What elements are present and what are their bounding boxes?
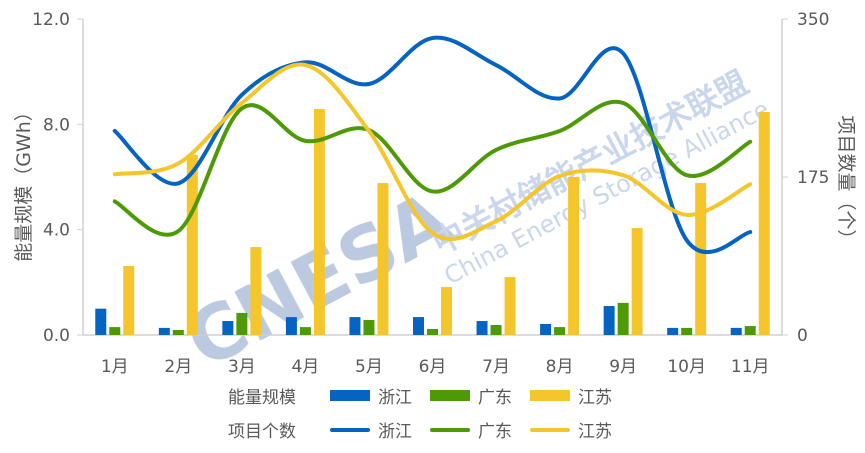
left-tick-label: 4.0 [43, 221, 70, 241]
x-tick-label: 3月 [228, 357, 256, 377]
bar-浙江-3月 [222, 321, 234, 335]
bar-江苏-4月 [313, 109, 325, 335]
legend-bar-label: 广东 [478, 388, 512, 408]
watermark-en: China Energy Storage Alliance [440, 95, 774, 290]
bar-广东-2月 [172, 329, 184, 335]
bar-江苏-2月 [186, 154, 198, 335]
legend-bar-swatch [430, 390, 470, 401]
x-tick-label: 9月 [609, 357, 637, 377]
x-tick-label: 5月 [355, 357, 383, 377]
watermark: CNESA 中关村储能产业技术联盟 China Energy Storage A… [172, 63, 774, 386]
legend-line-label: 浙江 [378, 422, 412, 442]
right-axis-label: 项目数量（个） [835, 115, 857, 248]
right-tick-label: 175 [797, 168, 829, 188]
bar-浙江-10月 [667, 327, 679, 335]
legend-line-label: 江苏 [578, 422, 612, 442]
bar-浙江-8月 [540, 323, 552, 335]
x-tick-label: 1月 [101, 357, 129, 377]
right-tick-label: 0 [797, 326, 808, 346]
bar-江苏-1月 [123, 266, 135, 335]
bar-广东-9月 [617, 302, 629, 335]
legend-line-label: 广东 [478, 422, 512, 442]
line-广东 [112, 99, 753, 237]
legend-bar-group-label: 能量规模 [228, 388, 296, 408]
line-江苏 [112, 62, 753, 241]
bar-浙江-7月 [476, 321, 488, 335]
x-tick-label: 6月 [419, 357, 447, 377]
bar-浙江-11月 [730, 327, 742, 335]
bar-广东-5月 [363, 319, 375, 335]
x-tick-label: 8月 [546, 357, 574, 377]
bar-浙江-6月 [413, 317, 424, 335]
bar-江苏-11月 [758, 111, 770, 335]
bar-江苏-5月 [377, 183, 389, 335]
bar-江苏-3月 [250, 247, 262, 335]
legend-bar-swatch [330, 390, 370, 401]
bar-江苏-6月 [441, 287, 452, 335]
bar-浙江-4月 [285, 317, 297, 335]
legend-bar-swatch [530, 390, 570, 401]
x-tick-label: 7月 [482, 357, 510, 377]
right-tick-label: 350 [797, 10, 829, 30]
bar-广东-1月 [109, 327, 121, 335]
left-tick-label: 0.0 [43, 326, 70, 346]
bar-浙江-2月 [158, 327, 170, 335]
bar-广东-11月 [744, 326, 756, 335]
legend-bar-label: 浙江 [378, 388, 412, 408]
x-tick-label: 10月 [667, 357, 706, 377]
bar-广东-10月 [681, 327, 693, 335]
bar-江苏-9月 [631, 228, 643, 335]
left-axis-label: 能量规模（GWh） [13, 102, 35, 262]
bar-广东-4月 [299, 327, 311, 335]
x-tick-label: 2月 [164, 357, 192, 377]
bar-广东-8月 [554, 327, 566, 335]
bar-江苏-10月 [695, 183, 707, 335]
x-tick-label: 11月 [731, 357, 770, 377]
bar-广东-6月 [427, 328, 438, 335]
bar-广东-7月 [490, 324, 502, 335]
bar-浙江-9月 [603, 306, 615, 335]
x-tick-label: 4月 [291, 357, 319, 377]
bar-江苏-8月 [568, 177, 580, 335]
left-tick-label: 12.0 [32, 10, 70, 30]
legend-line-group-label: 项目个数 [228, 422, 296, 442]
legend-bar-label: 江苏 [578, 388, 612, 408]
bar-江苏-7月 [504, 277, 516, 335]
bar-浙江-5月 [349, 317, 361, 335]
bar-浙江-1月 [95, 308, 107, 335]
bar-广东-3月 [236, 312, 248, 335]
left-tick-label: 8.0 [43, 115, 70, 135]
